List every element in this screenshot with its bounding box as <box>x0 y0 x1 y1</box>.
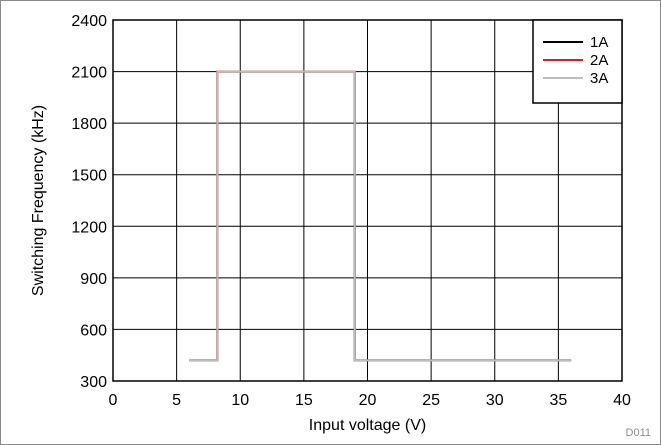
x-tick-label: 25 <box>422 392 440 409</box>
y-tick-label: 300 <box>80 374 107 391</box>
y-tick-label: 1200 <box>71 219 107 236</box>
y-axis-label: Switching Frequency (kHz) <box>30 105 47 296</box>
legend-label-3A: 3A <box>590 70 608 87</box>
plot-area-border <box>112 19 623 382</box>
x-tick-label: 30 <box>486 392 504 409</box>
y-tick-label: 1500 <box>71 168 107 185</box>
x-axis-label: Input voltage (V) <box>309 417 426 434</box>
legend-box <box>532 19 623 104</box>
series-line-1A <box>189 70 572 362</box>
x-tick-label: 40 <box>613 392 631 409</box>
x-tick-label: 10 <box>231 392 249 409</box>
y-tick-label: 2400 <box>71 13 107 30</box>
y-tick-label: 2100 <box>71 65 107 82</box>
legend-label-1A: 1A <box>590 34 608 51</box>
legend-label-2A: 2A <box>590 52 608 69</box>
x-tick-label: 5 <box>172 392 181 409</box>
y-tick-labels: 300 600 900 1200 1500 1800 2100 2400 <box>71 13 107 391</box>
series-line-3A <box>189 70 572 362</box>
x-tick-label: 15 <box>295 392 313 409</box>
series-line-2A <box>189 70 572 362</box>
x-tick-labels: 0 5 10 15 20 25 30 35 40 <box>109 392 631 409</box>
y-tick-label: 600 <box>80 322 107 339</box>
x-tick-label: 35 <box>549 392 567 409</box>
y-tick-label: 1800 <box>71 116 107 133</box>
x-tick-label: 20 <box>359 392 377 409</box>
series-lines <box>189 70 572 362</box>
x-tick-label: 0 <box>109 392 118 409</box>
y-tick-label: 900 <box>80 271 107 288</box>
figure-id: D011 <box>626 427 651 439</box>
